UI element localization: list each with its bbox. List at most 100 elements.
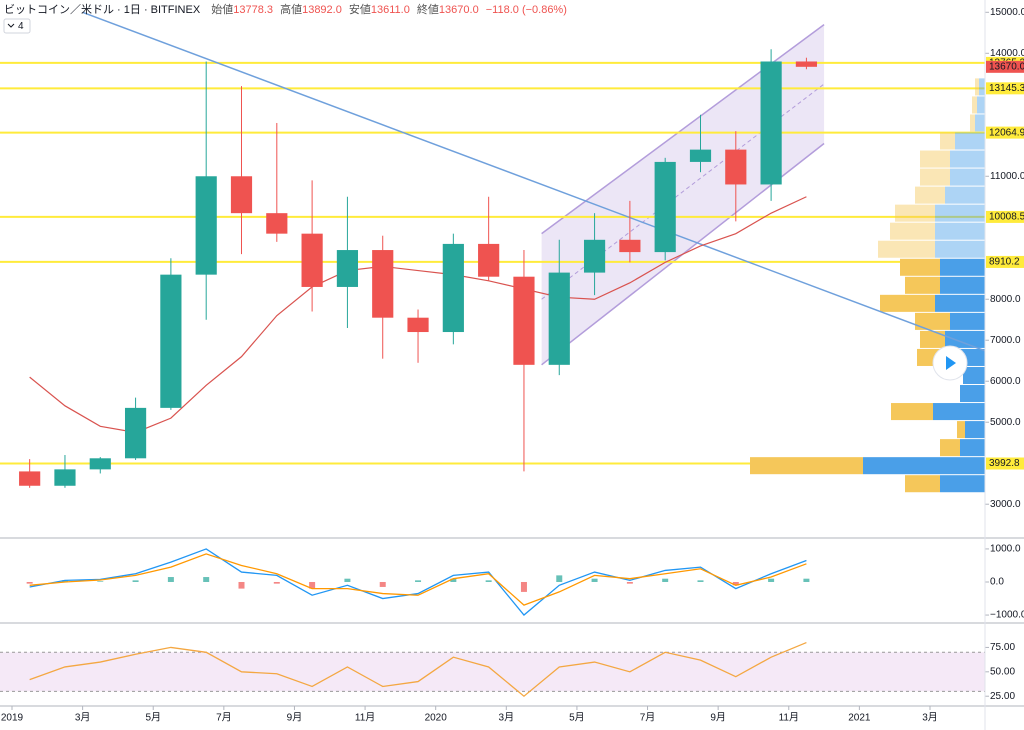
histogram-bar (203, 577, 210, 582)
y-tick-label: 3000.0 (990, 499, 1021, 510)
last-price-label: 13670.0 (989, 61, 1024, 72)
profile-up (933, 403, 985, 421)
chevron[interactable] (7, 23, 15, 28)
play-icon[interactable] (946, 356, 956, 370)
profile-down (975, 78, 979, 96)
profile-down (915, 186, 945, 204)
candle-body (619, 239, 641, 253)
profile-down (900, 258, 940, 276)
profile-up (950, 168, 985, 186)
profile-up (950, 150, 985, 168)
profile-up (963, 366, 985, 385)
level-label: 13145.3 (989, 83, 1024, 94)
toggle-box[interactable] (3, 18, 31, 34)
level-label-box (986, 255, 1024, 268)
x-tick-label: 5月 (569, 712, 585, 724)
band-fill (0, 652, 985, 692)
histogram-bar (768, 578, 775, 582)
candle-body (795, 61, 818, 67)
profile-down (957, 421, 965, 439)
candle-body (548, 272, 570, 365)
last-price-box (986, 60, 1024, 73)
profile-down (970, 114, 975, 132)
ohlc-name: 始値 (211, 2, 233, 16)
level-label: 3992.8 (989, 458, 1020, 469)
histogram-bar (97, 581, 104, 582)
candle-body (654, 161, 676, 253)
profile-up (863, 457, 985, 475)
level-label: 12064.9 (989, 127, 1024, 138)
y-tick-label: 15000.0 (990, 7, 1024, 18)
candle-body (689, 149, 712, 162)
trendline (82, 11, 985, 352)
y-tick-label: 75.00 (990, 642, 1015, 653)
candle-body (19, 471, 41, 486)
profile-down (940, 132, 955, 150)
histogram-bar (26, 581, 33, 584)
channel-fill (541, 24, 825, 365)
candle-body (478, 243, 500, 277)
profile-up (935, 204, 985, 222)
profile-up (935, 240, 985, 258)
histogram-bar (556, 575, 563, 582)
histogram-bar (803, 578, 810, 582)
histogram-bar (132, 580, 139, 582)
histogram-bar (415, 580, 422, 582)
play-button[interactable] (932, 345, 968, 381)
y-tick-label: 25.00 (990, 691, 1015, 702)
indicator-line (29, 641, 807, 698)
x-tick-label: 3月 (922, 712, 938, 724)
histogram-bar (626, 581, 633, 584)
profile-down (890, 222, 935, 240)
profile-up (935, 222, 985, 240)
indicator-line (29, 548, 807, 616)
candle-body (54, 469, 76, 486)
candle-body (442, 243, 464, 333)
x-tick-label: 5月 (145, 712, 161, 724)
indicator-line (29, 553, 807, 606)
profile-down (972, 96, 977, 114)
ohlc-value: 13778.3 (233, 4, 273, 16)
symbol-title: ビットコイン／米ドル · 1日 · BITFINEX (4, 3, 201, 16)
x-tick-label: 9月 (710, 712, 726, 724)
profile-up (979, 78, 985, 96)
histogram-bar (732, 581, 739, 586)
histogram-bar (450, 578, 457, 582)
ohlc-value: 13611.0 (371, 4, 410, 16)
x-tick-label: 7月 (640, 712, 656, 724)
profile-down (891, 403, 933, 421)
y-tick-label: 0.0 (990, 577, 1004, 588)
profile-up (945, 330, 985, 348)
ohlc-name: 高値 (280, 2, 302, 16)
profile-down (920, 330, 945, 348)
candle-body (513, 276, 535, 365)
indicator-toggle[interactable]: 4 (3, 18, 31, 34)
profile-down (880, 294, 935, 312)
x-tick-label: 11月 (779, 712, 799, 724)
indicator-count[interactable]: 4 (18, 21, 24, 32)
profile-down (920, 150, 950, 168)
level-label-box (986, 126, 1024, 139)
y-tick-label: 1000.0 (990, 544, 1021, 555)
y-tick-label: 8000.0 (990, 294, 1021, 305)
histogram-bar (662, 578, 669, 582)
histogram-bar (379, 581, 386, 587)
plot-area (0, 11, 985, 698)
profile-down (905, 276, 940, 294)
candle-body (725, 149, 747, 185)
histogram-bar (697, 580, 704, 582)
candle-body (407, 317, 429, 333)
profile-up (950, 312, 985, 330)
level-label-box (986, 210, 1024, 223)
profile-down (915, 312, 950, 330)
candle-body (195, 176, 217, 275)
profile-up (975, 114, 985, 132)
profile-down (940, 439, 960, 457)
y-tick-label: 50.00 (990, 666, 1015, 677)
x-tick-label: 3月 (75, 712, 91, 724)
profile-down (920, 168, 950, 186)
level-label-box (986, 82, 1024, 95)
profile-up (940, 276, 985, 294)
